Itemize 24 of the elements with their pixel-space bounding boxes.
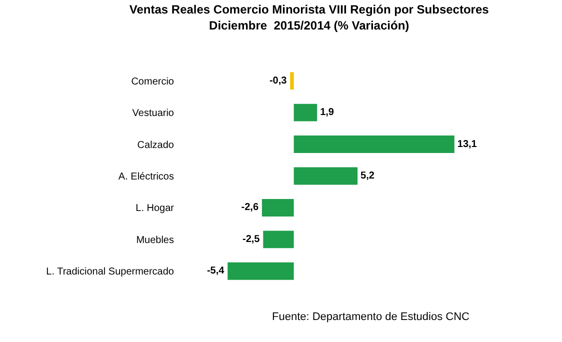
- y-tick-label: L. Hogar: [136, 203, 175, 214]
- bar: [228, 262, 294, 280]
- bar: [262, 198, 294, 216]
- y-tick-label: Comercio: [131, 76, 174, 88]
- data-label: -0,3: [269, 75, 288, 86]
- data-label: -5,4: [206, 266, 225, 277]
- bar: [263, 230, 294, 248]
- data-label: 1,9: [320, 107, 334, 118]
- y-tick-label: Vestuario: [132, 108, 174, 120]
- data-label: -2,5: [242, 234, 260, 245]
- source-note: Fuente: Departamento de Estudios CNC: [272, 311, 470, 323]
- data-label: -2,6: [241, 202, 259, 214]
- bar: [294, 136, 454, 154]
- y-tick-label: L. Tradicional Supermercado: [46, 266, 174, 278]
- bar: [290, 72, 294, 90]
- chart-subtitle: Diciembre 2015/2014 (% Variación): [209, 18, 410, 32]
- y-tick-label: Muebles: [136, 234, 174, 246]
- chart-title: Ventas Reales Comercio Minorista VIII Región por Subsectores: [129, 2, 490, 17]
- data-label: 5,2: [360, 170, 375, 182]
- y-tick-label: A. Eléctricos: [118, 172, 174, 182]
- bar: [294, 104, 318, 122]
- y-tick-label: Calzado: [137, 140, 174, 151]
- bar: [294, 167, 358, 185]
- data-label: 13,1: [457, 138, 478, 150]
